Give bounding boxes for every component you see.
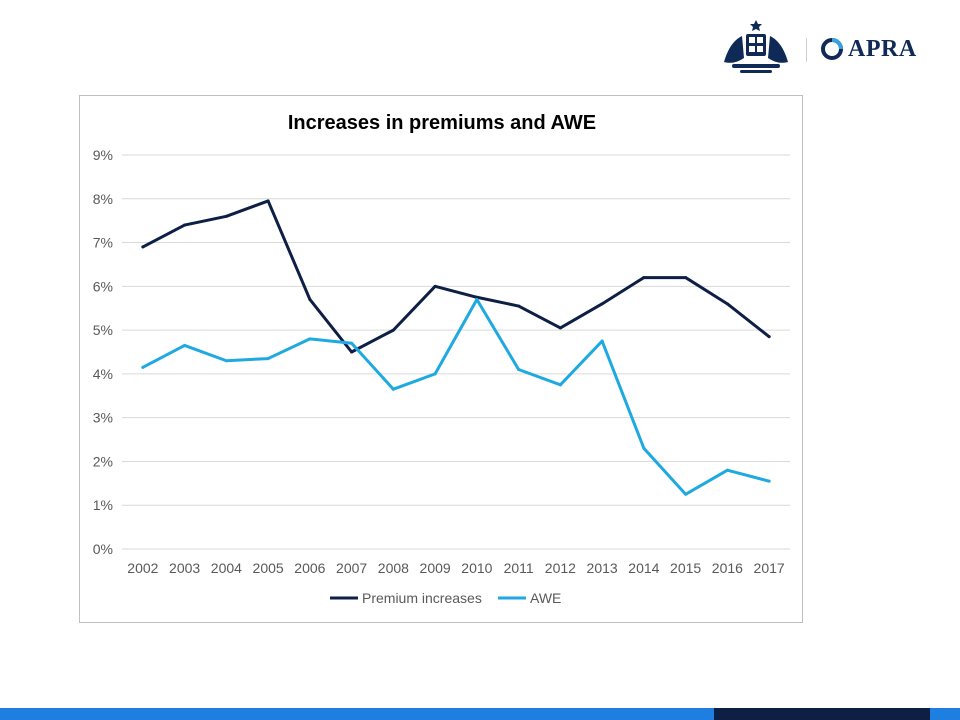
data-point — [141, 365, 145, 369]
data-point — [684, 276, 688, 280]
chart-title: Increases in premiums and AWE — [288, 112, 596, 134]
logo-divider — [806, 38, 807, 62]
data-point — [684, 492, 688, 496]
data-point — [391, 328, 395, 332]
legend-label: Premium increases — [362, 590, 482, 606]
apra-logo: APRA — [820, 34, 917, 64]
y-tick-label: 8% — [93, 191, 113, 207]
series-line-awe — [141, 297, 771, 496]
footer-bar-end — [930, 708, 960, 720]
data-point — [475, 297, 479, 301]
data-point — [350, 341, 354, 345]
data-point — [517, 368, 521, 372]
line-chart: Increases in premiums and AWE 0% 1% 2% 3% 4%… — [93, 112, 790, 606]
data-point — [183, 223, 187, 227]
y-tick-label: 6% — [93, 278, 113, 294]
chart-frame: Increases in premiums and AWE 0% 1% 2% 3% 4%… — [79, 95, 803, 623]
data-point — [308, 337, 312, 341]
y-tick-label: 2% — [93, 453, 113, 469]
footer-bar — [0, 708, 714, 720]
x-tick-label: 2015 — [670, 560, 701, 576]
x-tick-label: 2002 — [127, 560, 158, 576]
data-point — [433, 372, 437, 376]
data-point — [558, 326, 562, 330]
data-point — [224, 214, 228, 218]
y-tick-label: 1% — [93, 497, 113, 513]
data-point — [642, 276, 646, 280]
y-tick-label: 5% — [93, 322, 113, 338]
apra-swirl-icon — [821, 38, 843, 60]
data-point — [350, 350, 354, 354]
x-tick-label: 2013 — [587, 560, 618, 576]
data-point — [558, 383, 562, 387]
data-point — [767, 479, 771, 483]
y-tick-label: 3% — [93, 410, 113, 426]
data-point — [391, 387, 395, 391]
data-point — [725, 302, 729, 306]
x-tick-label: 2011 — [504, 560, 534, 576]
x-tick-label: 2017 — [754, 560, 785, 576]
x-tick-label: 2003 — [169, 560, 200, 576]
apra-logo-text: APRA — [848, 36, 917, 62]
y-tick-label: 7% — [93, 235, 113, 251]
x-tick-label: 2007 — [336, 560, 367, 576]
data-point — [266, 199, 270, 203]
data-point — [517, 304, 521, 308]
data-point — [433, 284, 437, 288]
x-tick-label: 2010 — [461, 560, 492, 576]
y-tick-label: 0% — [93, 541, 113, 557]
x-tick-label: 2004 — [211, 560, 242, 576]
x-tick-label: 2012 — [545, 560, 576, 576]
y-tick-label: 4% — [93, 366, 113, 382]
data-point — [642, 446, 646, 450]
data-point — [266, 357, 270, 361]
x-tick-label: 2005 — [253, 560, 284, 576]
x-tick-label: 2009 — [420, 560, 451, 576]
data-point — [308, 297, 312, 301]
data-point — [767, 335, 771, 339]
data-point — [600, 339, 604, 343]
data-point — [475, 295, 479, 299]
x-tick-label: 2008 — [378, 560, 409, 576]
x-tick-label: 2014 — [628, 560, 659, 576]
legend-label: AWE — [530, 590, 561, 606]
coat-of-arms-icon — [724, 20, 788, 73]
data-point — [600, 302, 604, 306]
footer-bar-accent — [714, 708, 930, 720]
series-line-premium-increases — [141, 199, 771, 354]
x-tick-label: 2016 — [712, 560, 743, 576]
data-point — [141, 245, 145, 249]
data-point — [725, 468, 729, 472]
data-point — [224, 359, 228, 363]
y-tick-label: 9% — [93, 147, 113, 163]
x-tick-label: 2006 — [294, 560, 325, 576]
data-point — [183, 343, 187, 347]
